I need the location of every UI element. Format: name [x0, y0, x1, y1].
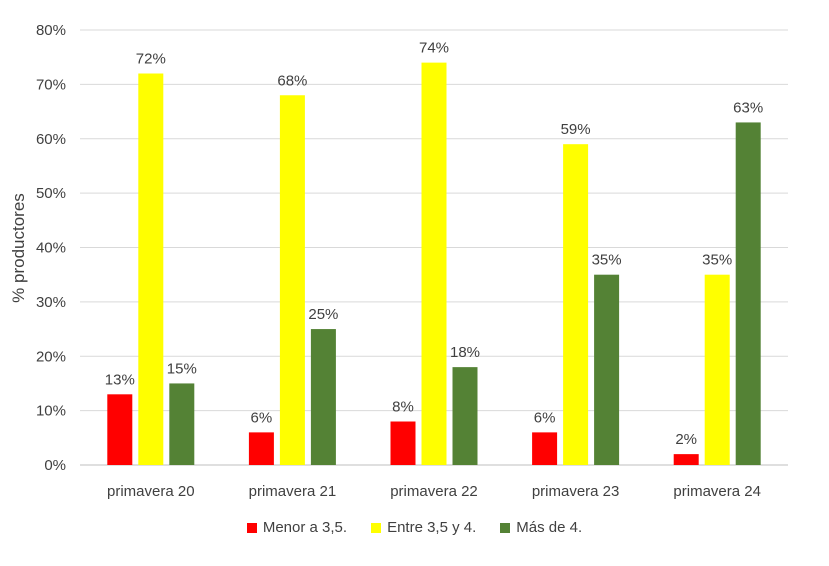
- bars: [107, 62, 761, 465]
- legend: Menor a 3,5. Entre 3,5 y 4. Más de 4.: [0, 519, 829, 536]
- bar: [138, 73, 164, 465]
- bar: [673, 454, 699, 465]
- data-labels: 13% 72% 15% 6% 68% 25% 8% 74% 18% 6% 59% 35% 2% 35% 63…: [105, 40, 763, 449]
- bar: [279, 95, 305, 465]
- y-tick-label: 30%: [36, 294, 66, 311]
- legend-item: Entre 3,5 y 4.: [371, 519, 476, 536]
- x-axis-ticks: primavera 20 primavera 21 primavera 22 prim…: [107, 483, 761, 500]
- data-label: 2%: [675, 431, 697, 448]
- legend-label: Entre 3,5 y 4.: [387, 519, 477, 536]
- bar: [704, 274, 730, 465]
- bar: [452, 367, 478, 465]
- y-tick-label: 40%: [36, 240, 66, 257]
- legend-swatch: [371, 522, 382, 533]
- legend-label: Menor a 3,5.: [262, 519, 348, 536]
- bar: [421, 62, 447, 465]
- legend-item: Más de 4.: [500, 519, 582, 536]
- legend-label: Más de 4.: [516, 519, 583, 536]
- data-label: 68%: [277, 72, 307, 89]
- y-tick-label: 70%: [36, 76, 66, 93]
- data-label: 59%: [561, 121, 591, 138]
- x-tick-label: primavera 23: [532, 483, 620, 500]
- data-label: 13%: [105, 371, 135, 388]
- y-tick-label: 60%: [36, 131, 66, 148]
- data-label: 6%: [251, 409, 273, 426]
- data-label: 63%: [733, 99, 763, 116]
- data-label: 25%: [308, 306, 338, 323]
- x-tick-label: primavera 24: [673, 483, 761, 500]
- x-tick-label: primavera 22: [390, 483, 478, 500]
- y-tick-label: 20%: [36, 348, 66, 365]
- data-label: 35%: [592, 252, 622, 269]
- bar: [735, 122, 761, 465]
- bar: [563, 144, 589, 465]
- x-tick-label: primavera 20: [107, 483, 195, 500]
- data-label: 6%: [534, 409, 556, 426]
- bar: [169, 383, 195, 465]
- data-label: 72%: [136, 51, 166, 68]
- x-tick-label: primavera 21: [249, 483, 337, 500]
- bar: [532, 432, 558, 465]
- data-label: 74%: [419, 40, 449, 57]
- data-label: 15%: [167, 360, 197, 377]
- bar: [390, 421, 416, 465]
- data-label: 18%: [450, 344, 480, 361]
- data-label: 8%: [392, 399, 414, 416]
- legend-swatch: [500, 522, 511, 533]
- y-axis-label: % productores: [9, 193, 28, 303]
- bar: [594, 274, 620, 465]
- y-axis-ticks: 0% 10% 20% 30% 40% 50% 60% 70% 80%: [36, 22, 66, 474]
- data-label: 35%: [702, 252, 732, 269]
- bar: [310, 329, 336, 465]
- bar: [248, 432, 274, 465]
- y-tick-label: 50%: [36, 185, 66, 202]
- legend-swatch: [246, 522, 257, 533]
- y-tick-label: 0%: [44, 457, 66, 474]
- y-tick-label: 10%: [36, 403, 66, 420]
- bar: [107, 394, 133, 465]
- y-tick-label: 80%: [36, 22, 66, 39]
- legend-item: Menor a 3,5.: [246, 519, 348, 536]
